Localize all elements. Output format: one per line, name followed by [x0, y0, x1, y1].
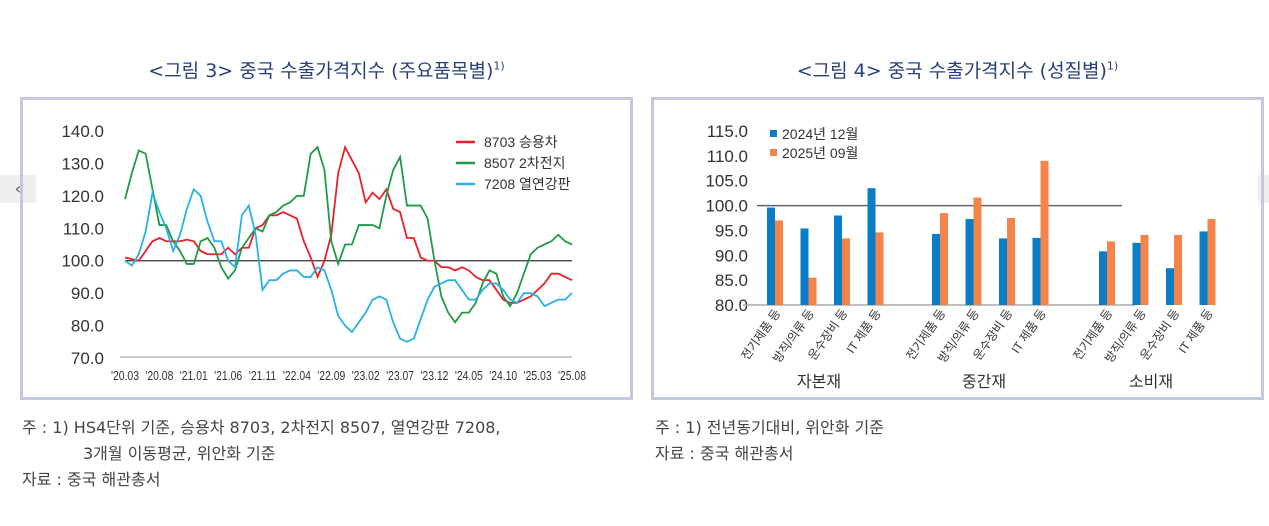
y-tick-label: 105.0	[705, 172, 748, 191]
category-label: IT 제품 등	[1176, 307, 1216, 356]
group-label: 소비재	[1129, 373, 1173, 391]
bar	[1140, 234, 1149, 305]
x-tick-label: '21.11	[249, 369, 276, 383]
bar	[775, 220, 783, 305]
x-tick-label: '23.12	[420, 369, 448, 383]
legend-label: 2024년 12월	[782, 126, 858, 142]
bar	[867, 188, 876, 305]
notes-left: 주 : 1) HS4단위 기준, 승용차 8703, 2차전지 8507, 열연…	[22, 415, 501, 493]
bar	[767, 207, 775, 305]
y-tick-label: 110.0	[63, 219, 104, 238]
bar	[1007, 218, 1015, 305]
bar	[1107, 241, 1115, 305]
bar	[940, 213, 948, 305]
bar	[932, 233, 940, 305]
group-label: 자본재	[797, 373, 841, 391]
bar	[875, 232, 884, 305]
bar	[1207, 218, 1216, 305]
y-tick-label: 70.0	[71, 349, 104, 368]
chart-title-left: <그림 3> 중국 수출가격지수 (주요품목별)1)	[148, 59, 505, 82]
x-tick-label: '24.05	[455, 369, 483, 383]
notes-right: 주 : 1) 전년동기대비, 위안화 기준 자료 : 중국 해관총서	[655, 415, 884, 467]
x-tick-label: '25.03	[524, 369, 552, 383]
y-tick-label: 110.0	[707, 147, 748, 166]
x-tick-label: '23.07	[386, 369, 414, 383]
x-tick-label: '20.08	[145, 369, 173, 383]
chart-title-right: <그림 4> 중국 수출가격지수 (성질별)1)	[796, 59, 1119, 82]
x-tick-label: '24.10	[489, 369, 517, 383]
legend-label: 2025년 09월	[782, 145, 858, 161]
bar	[842, 238, 850, 305]
x-tick-label: '25.08	[558, 369, 586, 383]
bar	[1199, 231, 1208, 305]
category-label: IT 제품 등	[1009, 307, 1049, 356]
x-tick-label: '22.04	[283, 369, 311, 383]
line-chart-frame	[20, 97, 633, 400]
y-tick-label: 120.0	[61, 187, 104, 206]
x-tick-label: '22.09	[317, 369, 345, 383]
note-line: 3개월 이동평균, 위안화 기준	[83, 444, 276, 463]
y-tick-label: 80.0	[71, 317, 104, 336]
series-line-1	[124, 144, 573, 304]
y-tick-label: 100.0	[61, 252, 104, 271]
bar	[1032, 237, 1041, 305]
bar	[1132, 242, 1141, 305]
y-tick-label: 85.0	[715, 271, 748, 290]
x-tick-label: '21.06	[214, 369, 242, 383]
bar-chart-frame	[651, 97, 1264, 400]
y-tick-label: 80.0	[715, 296, 748, 315]
legend-label: 7208 열연강판	[484, 176, 571, 192]
bar	[808, 277, 817, 305]
bar	[1040, 160, 1049, 305]
y-tick-label: 140.0	[61, 122, 104, 141]
x-tick-label: '20.03	[111, 369, 139, 383]
legend-swatch	[770, 130, 777, 137]
bar	[1166, 268, 1174, 305]
y-tick-label: 115.0	[707, 122, 748, 141]
prev-button[interactable]: ‹	[0, 175, 36, 203]
note-line: 주 : 1) 전년동기대비, 위안화 기준	[655, 418, 884, 437]
y-tick-label: 90.0	[715, 246, 748, 265]
y-tick-label: 130.0	[61, 154, 104, 173]
y-tick-label: 90.0	[71, 284, 104, 303]
y-tick-label: 100.0	[705, 197, 748, 216]
y-tick-label: 95.0	[715, 221, 748, 240]
series-line-3	[124, 187, 573, 343]
legend-label: 8507 2차전지	[484, 155, 565, 171]
source-line: 자료 : 중국 해관총서	[655, 444, 794, 463]
note-line: 주 : 1) HS4단위 기준, 승용차 8703, 2차전지 8507, 열연…	[22, 418, 501, 437]
bar	[1099, 251, 1107, 305]
bar	[973, 197, 982, 305]
bar	[834, 215, 842, 305]
category-label: IT 제품 등	[844, 307, 884, 356]
bar	[1174, 234, 1182, 305]
legend-swatch	[770, 149, 777, 156]
source-line: 자료 : 중국 해관총서	[22, 470, 161, 489]
group-label: 중간재	[962, 373, 1006, 391]
bar	[800, 228, 809, 305]
bar	[965, 218, 974, 305]
x-tick-label: '21.01	[180, 369, 208, 383]
x-tick-label: '23.02	[352, 369, 380, 383]
bar	[999, 238, 1007, 305]
legend-label: 8703 승용차	[484, 134, 558, 150]
series-line-2	[124, 145, 573, 324]
